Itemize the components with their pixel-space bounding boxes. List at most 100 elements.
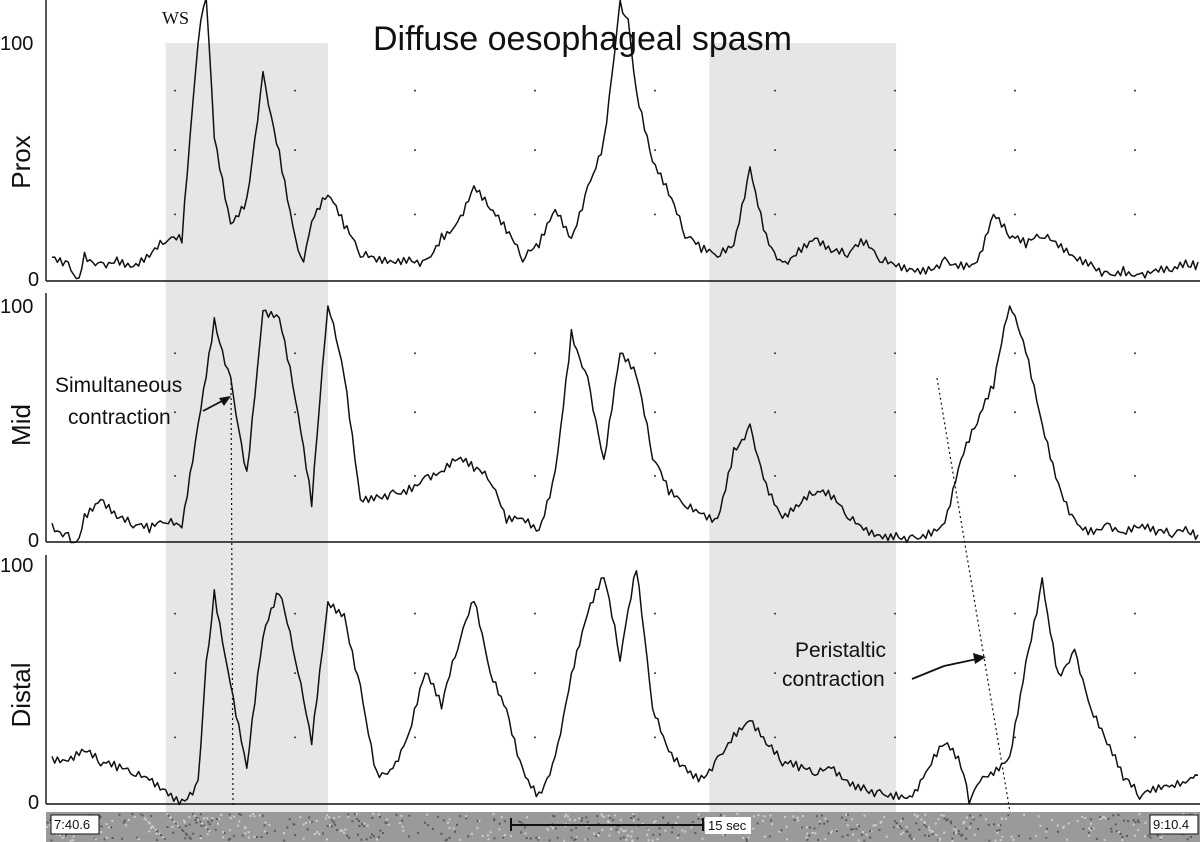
annotation-peristaltic: Peristaltic contraction <box>782 377 1012 819</box>
grid-dot <box>654 149 656 152</box>
y-tick-mid-bottom: 0 <box>28 530 39 552</box>
grid-dot <box>414 352 416 355</box>
time-start-label: 7:40.6 <box>54 817 90 832</box>
grid-dot <box>1134 149 1136 152</box>
dotted-grid <box>174 89 1136 739</box>
grid-dot <box>294 352 296 355</box>
grid-dot <box>174 736 176 739</box>
grid-dot <box>534 352 536 355</box>
grid-dot <box>534 411 536 414</box>
grid-dot <box>534 672 536 675</box>
grid-dot <box>174 149 176 152</box>
peristaltic-slope-line <box>936 377 1012 819</box>
grid-dot <box>534 474 536 477</box>
grid-dot <box>174 352 176 355</box>
annotation-peristaltic-line2: contraction <box>782 668 885 691</box>
time-end-label: 9:10.4 <box>1153 817 1189 832</box>
time-strip: 7:40.6 9:10.4 15 sec <box>46 812 1200 842</box>
annotation-simultaneous: Simultaneous contraction <box>55 374 234 809</box>
grid-dot <box>1014 474 1016 477</box>
grid-dot <box>1014 89 1016 92</box>
grid-dot <box>1014 736 1016 739</box>
grid-dot <box>894 352 896 355</box>
grid-dot <box>894 149 896 152</box>
grid-dot <box>1134 352 1136 355</box>
grid-dot <box>894 612 896 615</box>
grid-dot <box>894 213 896 216</box>
y-tick-prox-bottom: 0 <box>28 269 39 291</box>
grid-dot <box>1134 736 1136 739</box>
grid-dot <box>1014 213 1016 216</box>
grid-dot <box>1014 612 1016 615</box>
grid-dot <box>654 612 656 615</box>
grid-dot <box>414 474 416 477</box>
grid-dot <box>774 411 776 414</box>
grid-dot <box>174 474 176 477</box>
grid-dot <box>654 213 656 216</box>
scale-bar-label: 15 sec <box>708 818 747 833</box>
grid-dot <box>654 411 656 414</box>
grid-dot <box>414 612 416 615</box>
grid-dot <box>774 612 776 615</box>
grid-dot <box>174 672 176 675</box>
panel-mid: Mid 100 0 <box>0 293 1200 552</box>
grid-dot <box>894 411 896 414</box>
grid-dot <box>294 672 296 675</box>
grid-dot <box>1014 672 1016 675</box>
pressure-trace-prox <box>51 0 1199 280</box>
grid-dot <box>1014 149 1016 152</box>
annotation-peristaltic-arrowhead <box>973 653 986 664</box>
grid-dot <box>174 89 176 92</box>
grid-dot <box>654 474 656 477</box>
channel-label-distal: Distal <box>6 662 36 727</box>
scale-label-box <box>705 817 751 834</box>
grid-dot <box>1014 352 1016 355</box>
chart-title: Diffuse oesophageal spasm <box>373 20 792 58</box>
y-tick-distal-top: 100 <box>0 555 33 577</box>
grid-dot <box>414 213 416 216</box>
grid-dot <box>534 149 536 152</box>
grid-dot <box>1134 474 1136 477</box>
annotation-simultaneous-line2: contraction <box>68 406 171 429</box>
grid-dot <box>534 89 536 92</box>
grid-dot <box>534 736 536 739</box>
annotation-peristaltic-arrow-lower <box>911 665 945 680</box>
y-tick-prox-top: 100 <box>0 33 33 55</box>
grid-dot <box>774 352 776 355</box>
grid-dot <box>774 213 776 216</box>
grid-dot <box>894 672 896 675</box>
time-start-box <box>50 814 100 835</box>
grid-dot <box>534 213 536 216</box>
pressure-trace-mid <box>51 305 1199 544</box>
annotation-simultaneous-arrowhead <box>219 396 231 406</box>
grid-dot <box>414 672 416 675</box>
panel-prox: Prox 100 0 <box>0 0 1200 291</box>
y-tick-mid-top: 100 <box>0 296 33 318</box>
annotation-peristaltic-line1: Peristaltic <box>795 639 886 662</box>
grid-dot <box>1134 612 1136 615</box>
grid-dot <box>294 89 296 92</box>
ws-marker: WS <box>162 8 189 28</box>
channel-label-prox: Prox <box>6 135 36 188</box>
grid-dot <box>1134 672 1136 675</box>
grid-dot <box>174 612 176 615</box>
grid-dot <box>294 736 296 739</box>
swallow-shade-2 <box>709 43 897 812</box>
annotation-simultaneous-line1: Simultaneous <box>55 374 182 397</box>
annotation-peristaltic-arrow-upper <box>943 658 978 667</box>
grid-dot <box>654 672 656 675</box>
grid-dot <box>894 736 896 739</box>
grid-dot <box>414 149 416 152</box>
onset-dotted-line <box>230 377 234 809</box>
time-end-box <box>1149 814 1199 835</box>
grid-dot <box>174 213 176 216</box>
grid-dot <box>654 352 656 355</box>
grid-dot <box>1134 213 1136 216</box>
grid-dot <box>774 89 776 92</box>
grid-dot <box>1134 89 1136 92</box>
grid-dot <box>294 612 296 615</box>
grid-dot <box>534 612 536 615</box>
grid-dot <box>294 411 296 414</box>
grid-dot <box>414 736 416 739</box>
grid-dot <box>414 411 416 414</box>
